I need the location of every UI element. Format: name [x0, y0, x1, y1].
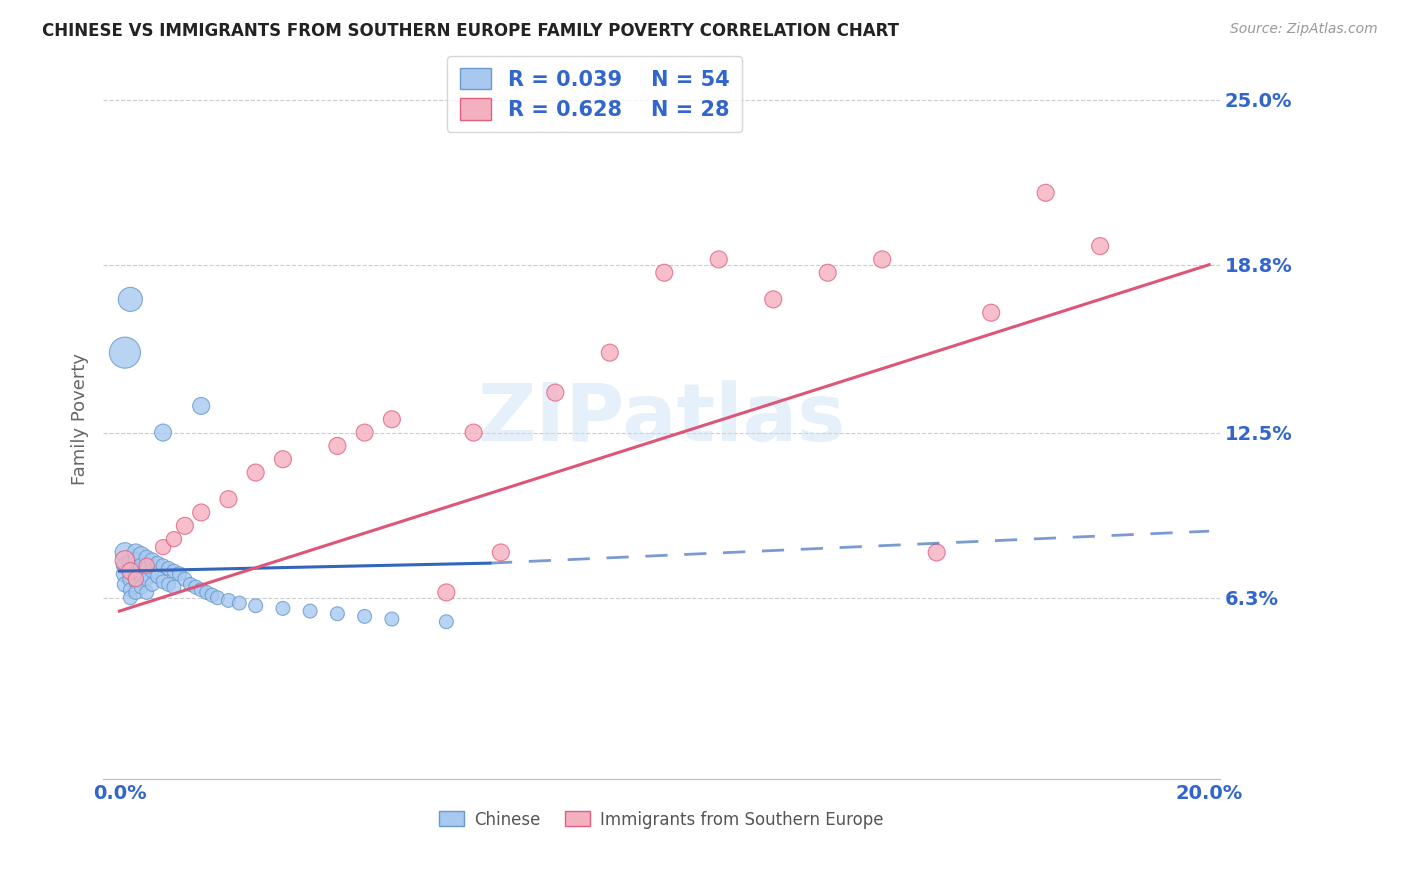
Point [125, 553, 148, 567]
Point [599, 345, 621, 359]
Point [146, 569, 169, 583]
Point [129, 548, 152, 562]
Point [163, 564, 186, 578]
Point [125, 574, 148, 589]
Point [353, 609, 375, 624]
Point [1088, 239, 1111, 253]
Point [381, 412, 404, 426]
Point [463, 425, 485, 440]
Point [326, 439, 349, 453]
Point [817, 266, 839, 280]
Point [762, 293, 785, 307]
Point [129, 580, 152, 594]
Point [190, 582, 212, 597]
Point [120, 564, 142, 578]
Point [141, 553, 163, 567]
Point [245, 466, 267, 480]
Point [201, 588, 224, 602]
Point [434, 615, 457, 629]
Point [1035, 186, 1057, 200]
Point [125, 585, 148, 599]
Point [217, 492, 239, 507]
Point [707, 252, 730, 267]
Point [173, 518, 195, 533]
Point [152, 558, 174, 573]
Point [114, 345, 136, 359]
Point [434, 585, 457, 599]
Point [120, 564, 142, 578]
Point [146, 556, 169, 570]
Point [271, 601, 294, 615]
Point [157, 561, 180, 575]
Point [120, 293, 142, 307]
Point [125, 564, 148, 578]
Point [544, 385, 567, 400]
Point [129, 558, 152, 573]
Point [353, 425, 375, 440]
Point [114, 545, 136, 559]
Point [135, 550, 157, 565]
Point [190, 399, 212, 413]
Point [125, 545, 148, 559]
Point [207, 591, 229, 605]
Point [381, 612, 404, 626]
Point [129, 569, 152, 583]
Point [925, 545, 948, 559]
Text: CHINESE VS IMMIGRANTS FROM SOUTHERN EUROPE FAMILY POVERTY CORRELATION CHART: CHINESE VS IMMIGRANTS FROM SOUTHERN EURO… [42, 22, 900, 40]
Point [114, 553, 136, 567]
Point [299, 604, 322, 618]
Point [157, 577, 180, 591]
Point [980, 306, 1002, 320]
Point [245, 599, 267, 613]
Point [271, 452, 294, 467]
Point [195, 585, 218, 599]
Point [152, 540, 174, 554]
Point [135, 585, 157, 599]
Point [114, 566, 136, 581]
Point [169, 566, 191, 581]
Text: Source: ZipAtlas.com: Source: ZipAtlas.com [1230, 22, 1378, 37]
Point [114, 558, 136, 573]
Point [120, 591, 142, 605]
Point [141, 564, 163, 578]
Point [179, 577, 201, 591]
Point [184, 580, 207, 594]
Point [120, 572, 142, 586]
Point [135, 572, 157, 586]
Legend: Chinese, Immigrants from Southern Europe: Chinese, Immigrants from Southern Europe [433, 804, 890, 835]
Point [489, 545, 512, 559]
Text: ZIPatlas: ZIPatlas [478, 380, 845, 458]
Point [152, 574, 174, 589]
Point [228, 596, 250, 610]
Point [217, 593, 239, 607]
Point [163, 532, 186, 546]
Point [152, 425, 174, 440]
Point [135, 558, 157, 573]
Point [163, 580, 186, 594]
Point [125, 572, 148, 586]
Point [135, 561, 157, 575]
Point [141, 577, 163, 591]
Point [173, 572, 195, 586]
Point [120, 556, 142, 570]
Y-axis label: Family Poverty: Family Poverty [72, 353, 89, 485]
Point [870, 252, 893, 267]
Point [114, 577, 136, 591]
Point [326, 607, 349, 621]
Point [120, 582, 142, 597]
Point [190, 506, 212, 520]
Point [652, 266, 675, 280]
